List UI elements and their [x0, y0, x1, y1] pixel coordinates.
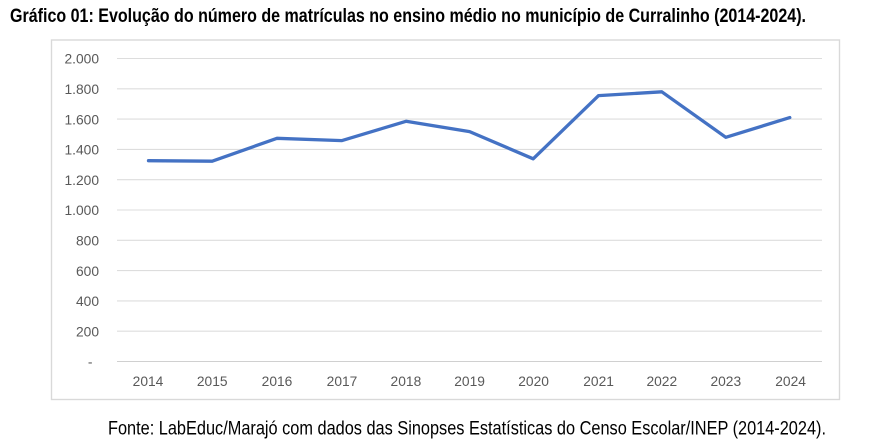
svg-text:2017: 2017	[327, 374, 358, 389]
svg-text:2015: 2015	[197, 374, 228, 389]
svg-text:2023: 2023	[710, 374, 741, 389]
svg-text:2021: 2021	[583, 374, 614, 389]
svg-text:1.800: 1.800	[64, 82, 99, 97]
svg-text:2.000: 2.000	[64, 52, 99, 67]
svg-text:2020: 2020	[518, 374, 549, 389]
svg-text:400: 400	[76, 294, 99, 309]
svg-text:2019: 2019	[454, 374, 485, 389]
svg-text:2018: 2018	[391, 374, 422, 389]
svg-text:1.200: 1.200	[64, 173, 99, 188]
svg-text:Gráfico 01: Evolução do número: Gráfico 01: Evolução do número de matríc…	[10, 6, 806, 27]
svg-text:2014: 2014	[133, 374, 164, 389]
svg-text:1.600: 1.600	[64, 112, 99, 127]
svg-text:Fonte: LabEduc/Marajó com dado: Fonte: LabEduc/Marajó com dados das Sino…	[108, 418, 826, 439]
svg-text:200: 200	[76, 324, 99, 339]
svg-text:2022: 2022	[646, 374, 677, 389]
svg-text:1.400: 1.400	[64, 143, 99, 158]
svg-text:1.000: 1.000	[64, 203, 99, 218]
svg-text:800: 800	[76, 234, 99, 249]
svg-text:2024: 2024	[775, 374, 806, 389]
svg-text:600: 600	[76, 264, 99, 279]
svg-text:-: -	[88, 355, 93, 370]
svg-text:2016: 2016	[262, 374, 293, 389]
